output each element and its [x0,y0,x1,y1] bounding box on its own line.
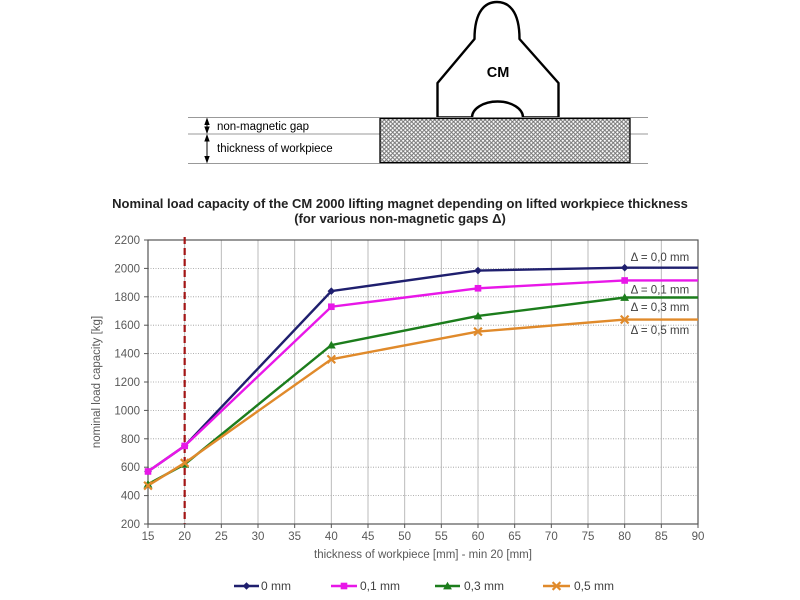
svg-text:0,1 mm: 0,1 mm [360,579,400,593]
svg-text:400: 400 [121,491,140,503]
svg-text:25: 25 [215,531,228,543]
svg-text:1200: 1200 [114,377,140,389]
svg-text:Δ = 0,5 mm: Δ = 0,5 mm [631,325,690,337]
svg-text:2200: 2200 [114,235,140,247]
svg-text:0 mm: 0 mm [261,579,291,593]
svg-text:0,5 mm: 0,5 mm [574,579,614,593]
svg-text:thickness of workpiece: thickness of workpiece [217,143,333,155]
svg-text:Δ = 0,3 mm: Δ = 0,3 mm [631,302,690,314]
svg-text:200: 200 [121,519,140,531]
svg-text:80: 80 [618,531,631,543]
svg-text:70: 70 [545,531,558,543]
svg-text:CM: CM [487,65,510,81]
svg-text:90: 90 [692,531,705,543]
svg-text:85: 85 [655,531,668,543]
svg-text:Δ = 0,0 mm: Δ = 0,0 mm [631,252,690,264]
svg-text:1600: 1600 [114,320,140,332]
svg-text:non-magnetic gap: non-magnetic gap [217,121,309,133]
svg-text:nominal load capacity [kg]: nominal load capacity [kg] [91,316,103,448]
svg-text:2000: 2000 [114,263,140,275]
svg-text:600: 600 [121,462,140,474]
svg-text:30: 30 [252,531,265,543]
svg-text:35: 35 [288,531,301,543]
svg-text:40: 40 [325,531,338,543]
svg-text:1800: 1800 [114,292,140,304]
svg-text:20: 20 [178,531,191,543]
svg-text:800: 800 [121,434,140,446]
svg-text:65: 65 [508,531,521,543]
svg-text:50: 50 [398,531,411,543]
svg-text:1000: 1000 [114,405,140,417]
svg-text:45: 45 [362,531,375,543]
svg-text:55: 55 [435,531,448,543]
svg-text:75: 75 [582,531,595,543]
svg-text:thickness of workpiece [mm] -: thickness of workpiece [mm] - min 20 [mm… [314,549,532,561]
svg-text:15: 15 [142,531,155,543]
svg-text:60: 60 [472,531,485,543]
svg-text:1400: 1400 [114,349,140,361]
svg-text:Δ = 0,1 mm: Δ = 0,1 mm [631,284,690,296]
svg-text:0,3 mm: 0,3 mm [464,579,504,593]
